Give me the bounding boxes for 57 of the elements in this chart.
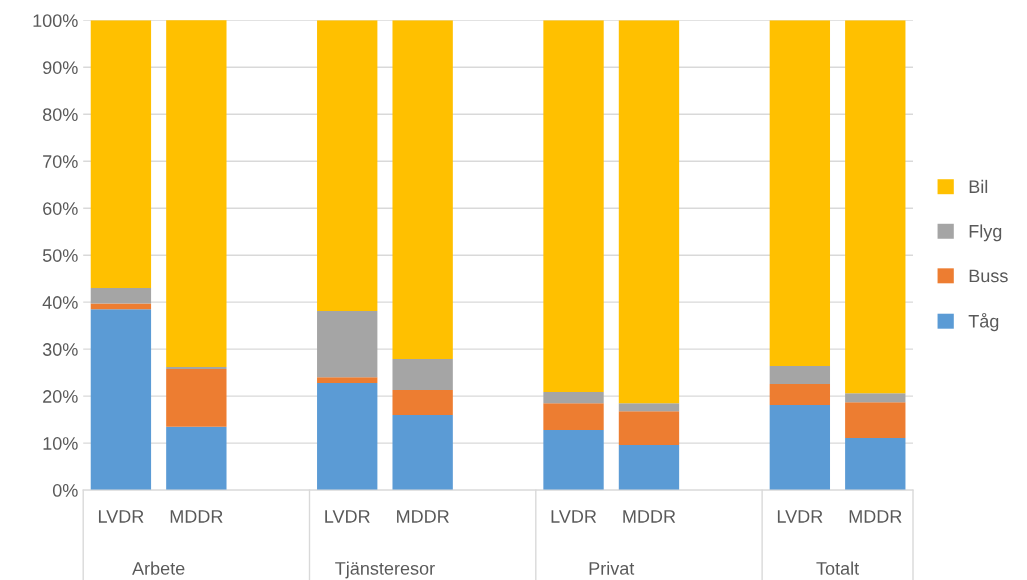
bar [392, 359, 453, 391]
bar [543, 391, 604, 404]
bar [90, 288, 152, 304]
bar [90, 309, 152, 491]
bar [392, 414, 453, 491]
y-tick-label: 90% [43, 61, 78, 74]
bar [317, 20, 378, 312]
bar [845, 402, 906, 438]
bar [845, 20, 906, 394]
x-tick-label: MDDR [170, 510, 223, 523]
x-tick-label: MDDR [397, 510, 449, 523]
legend-label: Flyg [969, 224, 1002, 242]
text: Totalt [816, 561, 860, 575]
legend-label: Tåg [968, 312, 999, 332]
bar [769, 405, 831, 491]
bar [166, 20, 227, 368]
text: Tjänsteresor [335, 561, 435, 579]
y-tick-label: 70% [43, 155, 78, 168]
bar [618, 20, 680, 404]
bar [317, 382, 378, 491]
y-tick-label: 30% [42, 343, 78, 356]
bar [166, 426, 227, 491]
bar [317, 311, 378, 378]
y-tick-label: 0% [52, 484, 78, 497]
bar [90, 20, 152, 289]
y-tick-label: 50% [42, 249, 78, 262]
bar [543, 429, 604, 491]
x-tick-label: LVDR [325, 510, 370, 523]
x-tick-label: LVDR [551, 510, 597, 523]
y-tick-label: 20% [43, 390, 78, 403]
y-tick-label: 100% [33, 14, 78, 28]
bar [166, 368, 227, 427]
bar [769, 383, 831, 406]
bar [618, 403, 680, 412]
bar [543, 20, 604, 392]
x-tick-label: MDDR [623, 510, 676, 523]
x-tick-label: LVDR [98, 510, 144, 523]
bar [392, 20, 453, 360]
bar [769, 366, 831, 384]
x-tick-label: LVDR [777, 510, 823, 523]
bar [618, 411, 680, 445]
y-tick-label: 80% [42, 108, 78, 121]
bar [845, 393, 906, 403]
text: Privat [589, 561, 635, 575]
y-tick-label: 60% [43, 202, 78, 215]
bar [317, 377, 378, 383]
y-tick-label: 10% [43, 437, 78, 450]
bar [845, 437, 906, 491]
y-tick-label: 40% [42, 296, 78, 309]
x-tick-label: MDDR [849, 510, 902, 523]
legend-label: Buss [969, 269, 1008, 283]
bar [618, 445, 680, 491]
legend-label: Bil [969, 179, 988, 193]
bar [769, 20, 831, 367]
bar [392, 390, 453, 415]
text: Arbete [132, 561, 185, 575]
bar [543, 403, 604, 430]
